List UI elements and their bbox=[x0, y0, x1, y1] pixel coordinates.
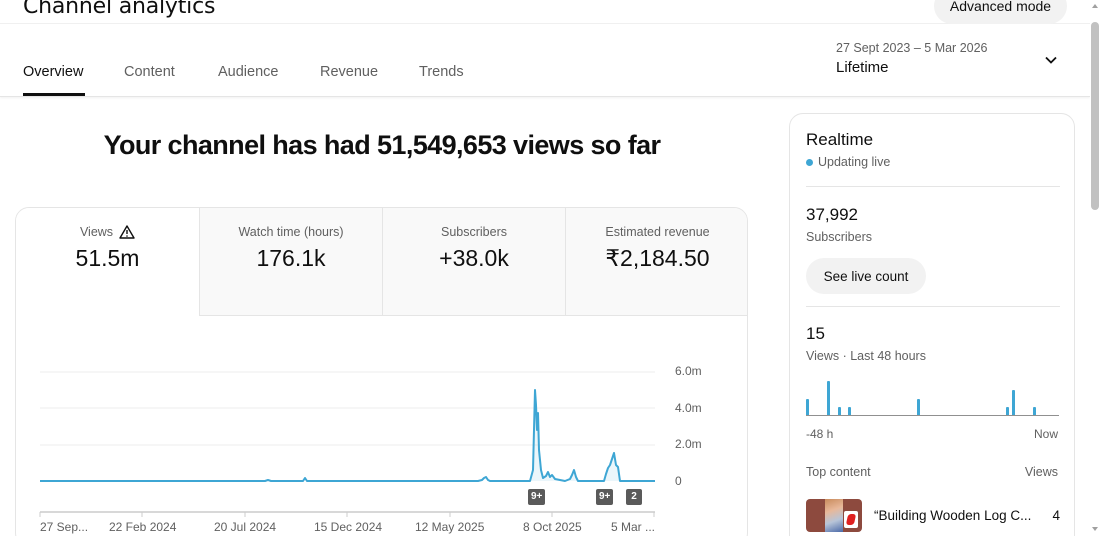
page-scrollbar[interactable] bbox=[1090, 0, 1100, 536]
realtime-views-count: 15 bbox=[806, 324, 825, 343]
realtime-views-label: Views · Last 48 hours bbox=[806, 349, 926, 363]
realtime-bar bbox=[827, 381, 830, 415]
y-tick-label: 2.0m bbox=[675, 437, 702, 451]
chart-x-axis bbox=[39, 511, 655, 517]
see-live-count-button[interactable]: See live count bbox=[806, 258, 926, 294]
views-line bbox=[40, 389, 655, 482]
realtime-bar bbox=[848, 407, 851, 415]
axis-start-label: -48 h bbox=[806, 427, 834, 441]
x-tick-label: 22 Feb 2024 bbox=[109, 520, 177, 534]
realtime-bar bbox=[1006, 407, 1009, 415]
metric-subscribers[interactable]: Subscribers +38.0k bbox=[382, 208, 565, 316]
scrollbar-thumb[interactable] bbox=[1091, 22, 1099, 210]
subscriber-label: Subscribers bbox=[806, 230, 872, 244]
live-status-text: Updating live bbox=[818, 155, 891, 169]
metric-label: Subscribers bbox=[441, 225, 507, 239]
shorts-icon bbox=[844, 511, 858, 528]
warning-icon[interactable] bbox=[119, 225, 135, 239]
top-content-item[interactable]: “Building Wooden Log C... 4 bbox=[806, 499, 1060, 533]
scroll-down-arrow-icon[interactable] bbox=[1092, 527, 1098, 531]
date-range-label: Lifetime bbox=[836, 59, 889, 76]
axis-end-label: Now bbox=[1033, 427, 1058, 441]
x-tick-label: 27 Sep... bbox=[40, 520, 89, 534]
views-line-chart[interactable] bbox=[0, 0, 760, 536]
y-tick-label: 6.0m bbox=[675, 364, 702, 378]
x-tick-label: 12 May 2025 bbox=[415, 520, 485, 534]
realtime-bar bbox=[1012, 390, 1015, 415]
divider bbox=[806, 306, 1060, 307]
realtime-bar bbox=[917, 399, 920, 415]
page-title: Channel analytics bbox=[23, 0, 216, 19]
subscriber-count: 37,992 bbox=[806, 205, 858, 224]
tab-overview[interactable]: Overview bbox=[23, 64, 84, 80]
date-range-picker[interactable]: 27 Sept 2023 – 5 Mar 2026 Lifetime bbox=[836, 41, 1066, 83]
date-range-text: 27 Sept 2023 – 5 Mar 2026 bbox=[836, 41, 988, 55]
metric-estimated-revenue[interactable]: Estimated revenue ₹2,184.50 bbox=[565, 208, 747, 316]
video-thumbnail bbox=[806, 499, 862, 532]
video-title: “Building Wooden Log C... bbox=[874, 508, 1032, 523]
realtime-bar bbox=[838, 407, 841, 415]
x-tick-label: 5 Mar ... bbox=[611, 520, 656, 534]
video-views: 4 bbox=[1052, 508, 1060, 523]
annotation-badge[interactable]: 9+ bbox=[596, 489, 614, 505]
divider bbox=[806, 186, 1060, 187]
advanced-mode-button[interactable]: Advanced mode bbox=[934, 0, 1067, 24]
metric-label: Estimated revenue bbox=[605, 225, 710, 239]
realtime-bar bbox=[806, 399, 809, 415]
views-column-header: Views bbox=[1024, 465, 1058, 479]
metric-label: Watch time (hours) bbox=[238, 225, 344, 239]
tab-bar: Overview Content Audience Revenue Trends… bbox=[0, 24, 1090, 97]
metric-watch-time[interactable]: Watch time (hours) 176.1k bbox=[199, 208, 382, 316]
scroll-up-arrow-icon[interactable] bbox=[1092, 4, 1098, 8]
y-tick-label: 0 bbox=[675, 474, 682, 488]
live-dot-icon bbox=[806, 158, 813, 166]
live-status: Updating live bbox=[806, 155, 890, 169]
realtime-title: Realtime bbox=[806, 130, 874, 149]
top-content-header: Top content bbox=[806, 465, 871, 479]
tab-trends[interactable]: Trends bbox=[419, 64, 464, 80]
x-tick-label: 8 Oct 2025 bbox=[523, 520, 582, 534]
x-tick-label: 20 Jul 2024 bbox=[214, 520, 277, 534]
y-tick-label: 4.0m bbox=[675, 401, 702, 415]
metric-value: 51.5m bbox=[75, 245, 140, 271]
views-area-fill bbox=[530, 390, 620, 481]
metric-value: ₹2,184.50 bbox=[605, 245, 710, 271]
tab-revenue[interactable]: Revenue bbox=[320, 64, 379, 80]
chart-gridlines bbox=[40, 371, 655, 446]
chevron-down-icon bbox=[1045, 56, 1057, 64]
tab-content[interactable]: Content bbox=[124, 64, 175, 80]
metric-value: +38.0k bbox=[439, 245, 509, 271]
total-views-headline: Your channel has had 51,549,653 views so… bbox=[103, 130, 661, 160]
metric-label: Views bbox=[79, 225, 114, 239]
annotation-badge[interactable]: 9+ bbox=[528, 489, 546, 505]
annotation-badge[interactable]: 2 bbox=[626, 489, 642, 505]
metric-views[interactable]: Views 51.5m bbox=[16, 208, 199, 316]
active-tab-indicator bbox=[23, 93, 85, 96]
realtime-axis bbox=[806, 415, 1059, 416]
realtime-card: Realtime Updating live 37,992 Subscriber… bbox=[789, 113, 1075, 536]
realtime-bar bbox=[1033, 407, 1036, 415]
top-bar: Channel analytics Advanced mode bbox=[0, 0, 1090, 24]
metric-value: 176.1k bbox=[256, 245, 326, 271]
tab-audience[interactable]: Audience bbox=[218, 64, 279, 80]
x-tick-label: 15 Dec 2024 bbox=[314, 520, 383, 534]
